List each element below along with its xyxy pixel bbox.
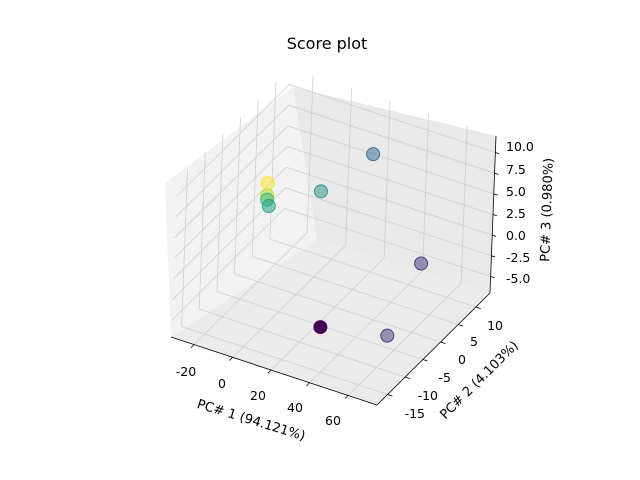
x-tick: [267, 369, 272, 374]
grid-line: [232, 245, 346, 358]
z-axis-label: PC# 3 (0.980%): [538, 158, 557, 263]
grid-line: [284, 208, 491, 277]
z-tick-label: 10.0: [506, 139, 534, 154]
z-tick-label: -5.0: [506, 271, 530, 286]
tick-marks: [190, 152, 500, 399]
z-tick: [494, 172, 499, 175]
scatter-point: [414, 256, 429, 271]
grid-line: [286, 146, 494, 215]
grid-line: [234, 273, 441, 343]
grid-line: [347, 283, 462, 396]
z-tick: [491, 255, 496, 258]
y-tick-label: -15: [405, 406, 425, 421]
grid-line: [173, 146, 288, 259]
grid-line: [175, 104, 289, 218]
grid-line: [285, 187, 492, 257]
grid-line: [176, 84, 290, 197]
z-tick: [492, 234, 497, 237]
x-tick: [344, 395, 349, 399]
x-tick-label: 40: [287, 400, 303, 415]
x-tick: [306, 382, 310, 387]
z-tick: [495, 152, 500, 155]
y-axis-line: [376, 292, 491, 406]
grid-line: [288, 104, 495, 174]
y-tick: [475, 306, 481, 309]
z-tick-label: 2.5: [506, 206, 526, 221]
x-tick: [190, 344, 195, 349]
x-axis-line: [170, 336, 378, 406]
chart-title: Score plot: [287, 34, 368, 53]
z-tick-label: -2.5: [506, 250, 530, 265]
grid-line: [287, 125, 494, 195]
grid-line: [270, 257, 385, 371]
y-tick-label: 5: [470, 334, 478, 349]
x-tick: [229, 357, 233, 361]
scatter-point: [380, 328, 395, 343]
y-tick: [440, 341, 446, 344]
pane-floor: [171, 240, 490, 405]
scatter-point: [313, 184, 328, 199]
scatter-point: [261, 199, 276, 214]
scatter-points: [260, 147, 429, 343]
y-tick: [405, 376, 411, 379]
pane-back-right: [293, 87, 496, 293]
z-tick: [492, 214, 497, 217]
grid-line: [309, 270, 423, 384]
y-tick-label: 10: [487, 318, 503, 333]
y-tick: [458, 324, 464, 327]
z-tick-label: 0.0: [506, 228, 526, 243]
grid-line: [269, 238, 477, 308]
x-tick-label: 20: [250, 388, 266, 403]
grid-line: [174, 125, 289, 239]
x-tick-label: 0: [218, 376, 226, 391]
z-tick: [493, 193, 498, 196]
scatter-point: [366, 147, 381, 162]
y-tick: [387, 394, 393, 397]
grid-line: [181, 326, 388, 395]
z-tick-label: 7.5: [506, 162, 526, 177]
grid-line: [171, 208, 285, 321]
scatter-point: [260, 176, 275, 191]
y-tick: [422, 359, 428, 362]
grid-line: [252, 256, 459, 325]
y-tick-label: -10: [418, 388, 438, 403]
grid-line: [286, 166, 493, 236]
grid-line: [199, 308, 406, 378]
y-tick-label: -5: [439, 370, 451, 385]
z-tick-label: 5.0: [506, 184, 526, 199]
x-tick-label: 60: [325, 413, 341, 428]
grid-line: [289, 84, 496, 153]
x-tick-label: -20: [176, 364, 196, 379]
grid-lines: [171, 75, 496, 396]
y-tick-label: 0: [458, 352, 466, 367]
scatter-point: [313, 320, 328, 335]
z-tick: [490, 276, 495, 279]
grid-line: [193, 232, 308, 345]
